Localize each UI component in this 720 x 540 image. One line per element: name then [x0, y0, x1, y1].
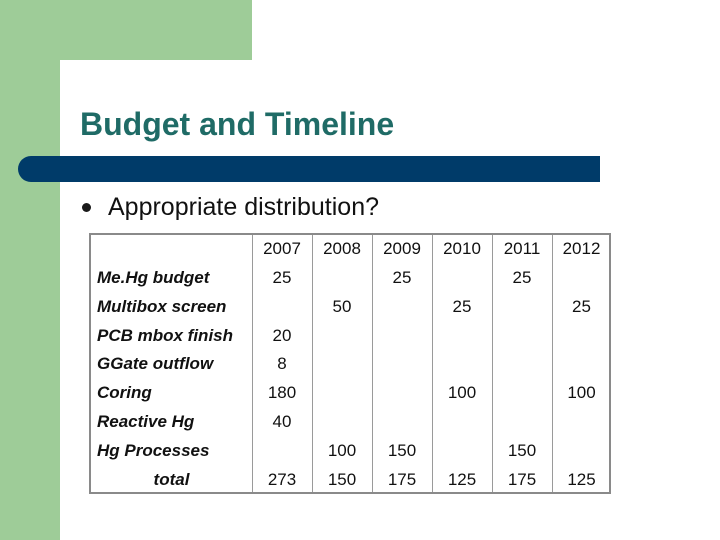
budget-table: 2007 2008 2009 2010 2011 2012 Me.Hg budget 25 25… [89, 233, 611, 494]
table-cell: 125 [567, 470, 596, 489]
table-cell: 25 [572, 297, 591, 316]
row-label: GGate outflow [97, 354, 214, 373]
year-header: 2011 [503, 239, 541, 258]
year-header: 2010 [443, 239, 481, 258]
row-label: Multibox screen [97, 297, 227, 316]
table-cell: 150 [507, 441, 537, 460]
row-label: Hg Processes [97, 441, 210, 460]
table-column-line [492, 235, 493, 492]
table-cell: 100 [447, 383, 477, 402]
table-column-line [372, 235, 373, 492]
year-header: 2012 [562, 239, 601, 258]
row-label: Reactive Hg [97, 412, 195, 431]
row-label: Me.Hg budget [97, 268, 210, 287]
table-cell: 125 [447, 470, 477, 489]
title-divider-bar [18, 156, 600, 182]
year-header: 2008 [323, 239, 361, 258]
table-cell: 8 [277, 354, 287, 373]
table-cell: 150 [387, 441, 417, 460]
table-column-line [312, 235, 313, 492]
row-label: PCB mbox finish [97, 326, 234, 345]
bullet-text: Appropriate distribution? [108, 193, 379, 221]
table-cell: 25 [392, 268, 412, 287]
table-cell: 273 [267, 470, 297, 489]
table-cell: 25 [512, 268, 532, 287]
table-cell: 180 [267, 383, 297, 402]
table-cell: 150 [327, 470, 357, 489]
background-accent-top [0, 0, 252, 60]
background-corner [60, 60, 100, 100]
table-cell: 20 [272, 326, 292, 345]
year-header: 2007 [263, 239, 301, 258]
table-cell: 25 [272, 268, 292, 287]
bullet-dot-icon [82, 203, 91, 212]
slide-title: Budget and Timeline [80, 106, 395, 142]
table-column-line [432, 235, 433, 492]
table-column-line [552, 235, 553, 492]
table-column-line [252, 235, 253, 492]
table-cell: 175 [387, 470, 417, 489]
table-cell: 100 [567, 383, 596, 402]
table-cell: 175 [507, 470, 537, 489]
table-cell: 50 [332, 297, 352, 316]
table-cell: 25 [452, 297, 472, 316]
row-label: total [153, 470, 190, 489]
year-header: 2009 [383, 239, 421, 258]
table-cell: 40 [272, 412, 292, 431]
table-cell: 100 [327, 441, 357, 460]
background-accent-left [0, 0, 60, 540]
row-label: Coring [97, 383, 152, 402]
